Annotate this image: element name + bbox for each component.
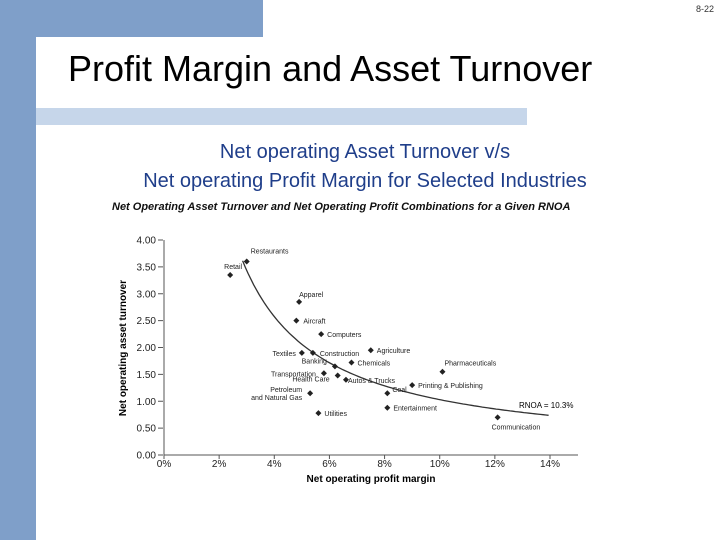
data-point: [320, 370, 327, 377]
data-point: [409, 382, 416, 389]
data-point-label: Transportation: [271, 371, 316, 378]
data-point: [494, 414, 501, 421]
data-point-label: Utilities: [324, 411, 347, 418]
title-underline-bar: [36, 108, 527, 125]
chart-title: Net Operating Asset Turnover and Net Ope…: [112, 201, 571, 213]
data-point: [334, 372, 341, 379]
data-point-label: Health Care: [292, 376, 329, 383]
x-tick-label: 4%: [267, 459, 282, 470]
data-point: [309, 349, 316, 356]
data-point: [439, 368, 446, 375]
data-point: [384, 404, 391, 411]
y-axis-label: Net operating asset turnover: [118, 280, 129, 416]
y-tick-label: 1.00: [137, 397, 157, 408]
data-point-label: Printing & Publishing: [418, 383, 483, 390]
data-point: [293, 317, 300, 324]
data-point-label: Restaurants: [251, 249, 289, 256]
rnoa-curve: [241, 260, 549, 416]
data-point: [298, 349, 305, 356]
y-tick-label: 4.00: [137, 236, 157, 247]
data-point-label: Agriculture: [377, 348, 411, 355]
x-tick-label: 8%: [377, 459, 392, 470]
x-tick-label: 6%: [322, 459, 337, 470]
data-point: [384, 390, 391, 397]
data-point-label: Retail: [224, 264, 242, 271]
data-point: [342, 376, 349, 383]
data-points: Restaurants Retail Apparel AircraftComputer…: [224, 249, 540, 432]
data-point-label: Aircraft: [303, 319, 325, 326]
slide-number: 8-22: [695, 4, 714, 14]
x-tick-label: 10%: [430, 459, 450, 470]
data-point-label: Banking: [302, 358, 327, 365]
subtitle-line-1: Net operating Asset Turnover v/s: [219, 141, 511, 163]
x-tick-label: 0%: [157, 459, 172, 470]
subtitle-line-2: Net operating Profit Margin for Selected…: [143, 170, 587, 192]
data-point: [318, 331, 325, 338]
data-point: [367, 347, 374, 354]
data-point-label: Autos & Trucks: [348, 378, 396, 385]
y-tick-label: 0.50: [137, 424, 157, 435]
data-point-label: Textiles: [273, 351, 297, 358]
slide-title: Profit Margin and Asset Turnover: [68, 48, 593, 89]
x-axis-label: Net operating profit margin: [307, 474, 436, 485]
data-point-label: Coal: [392, 387, 407, 394]
top-accent-bar: [0, 0, 263, 37]
x-tick-label: 12%: [485, 459, 505, 470]
rnoa-curve-label: RNOA = 10.3%: [519, 401, 573, 410]
data-point-label: Chemicals: [357, 361, 390, 368]
data-point-label: Petroleum: [270, 387, 302, 394]
y-tick-label: 3.50: [137, 262, 157, 273]
slide-subtitle: Net operating Asset Turnover v/s Net ope…: [60, 138, 670, 196]
y-tick-label: 2.00: [137, 343, 157, 354]
data-point-label: Entertainment: [393, 406, 437, 413]
data-point: [315, 410, 322, 417]
data-point-label: and Natural Gas: [251, 395, 302, 402]
x-tick-label: 2%: [212, 459, 227, 470]
y-tick-label: 1.50: [137, 370, 157, 381]
data-point: [307, 390, 314, 397]
y-tick-label: 2.50: [137, 316, 157, 327]
left-accent-bar: [0, 0, 36, 540]
data-point: [296, 298, 303, 305]
data-point: [348, 359, 355, 366]
y-tick-label: 0.00: [137, 451, 157, 462]
x-tick-label: 14%: [540, 459, 560, 470]
data-point: [243, 258, 250, 265]
data-point: [227, 271, 234, 278]
axes: 0.00 0.50 1.00 1.50 2.00 2.50 3.00 3.50 4.00 0% 2%…: [137, 236, 578, 470]
data-point-label: Communication: [492, 424, 541, 431]
scatter-chart: 0.00 0.50 1.00 1.50 2.00 2.50 3.00 3.50 4.00 0% 2%…: [118, 236, 578, 485]
data-point-label: Pharmaceuticals: [444, 361, 496, 368]
data-point-label: Construction: [320, 351, 359, 358]
data-point: [331, 363, 338, 370]
data-point-label: Computers: [327, 332, 362, 339]
y-tick-label: 3.00: [137, 289, 157, 300]
data-point-label: Apparel: [299, 292, 324, 299]
